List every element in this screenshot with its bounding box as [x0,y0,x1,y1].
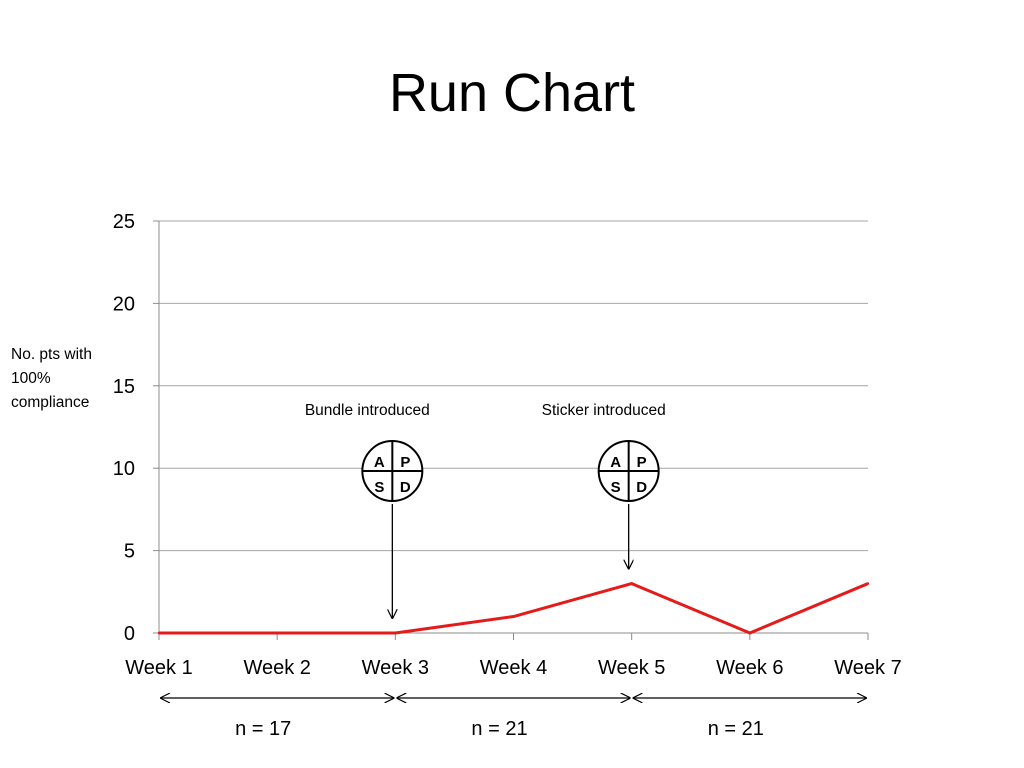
data-point [630,582,633,585]
pdsa-letter: P [637,454,647,471]
y-tick-label: 15 [113,376,135,398]
data-point [157,631,161,635]
series-line [159,582,869,635]
sample-size-label: n = 17 [235,718,291,740]
pdsa-letter: S [374,479,384,496]
x-tick-label: Week 7 [834,657,901,679]
x-tick-label: Week 3 [362,657,429,679]
x-tick-label: Week 5 [598,657,665,679]
pdsa-letter: A [374,454,385,471]
sample-size-label: n = 21 [708,718,764,740]
data-point [512,615,515,618]
pdsa-letter: D [636,479,647,496]
x-tick-label: Week 4 [480,657,547,679]
data-point [748,631,752,635]
data-point [275,631,279,635]
x-tick-label: Week 6 [716,657,783,679]
data-point [394,631,397,635]
pdsa-letter: D [400,479,411,496]
y-axis-title: No. pts with 100% compliance [11,346,92,411]
y-tick-label: 25 [113,211,135,233]
grid-lines [159,220,868,552]
pdsa-letter: A [610,454,621,471]
y-tick-label: 0 [124,623,135,645]
axes: 0 5 10 15 20 25 Week 1 Week 2 Week 3 Week 4 Week 5… [113,211,902,679]
y-tick-label: 10 [113,458,135,480]
annotation-label: Bundle introduced [305,402,430,419]
slide-title: Run Chart [388,63,636,123]
x-tick-label: Week 2 [243,657,310,679]
y-tick-label: 5 [124,541,135,563]
series-layer [157,582,870,635]
pdsa-letter: P [400,454,410,471]
data-point [866,582,870,585]
annotation-label: Sticker introduced [542,402,666,419]
y-tick-label: 20 [113,293,135,315]
sample-size-label: n = 21 [471,718,527,740]
pdsa-letter: S [611,479,621,496]
sample-size-ranges: n = 17 n = 21 n = 21 [161,698,866,740]
x-tick-label: Week 1 [125,657,192,679]
